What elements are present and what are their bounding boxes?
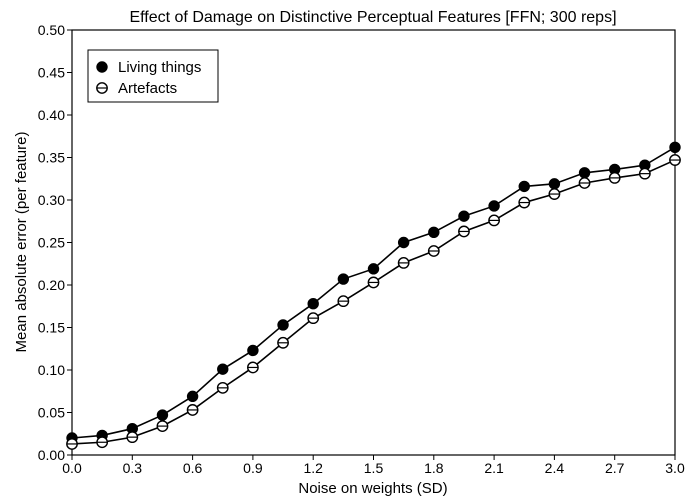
y-tick-label: 0.35 (38, 150, 65, 166)
legend-marker (96, 61, 108, 73)
legend-label: Living things (118, 59, 201, 76)
y-tick-label: 0.30 (38, 192, 65, 208)
y-tick-label: 0.00 (38, 447, 65, 463)
data-point (548, 178, 561, 190)
data-point (669, 141, 681, 154)
y-axis-label: Mean absolute error (per feature) (13, 132, 30, 353)
legend: Living things Artefacts (87, 49, 219, 103)
y-tick-label: 0.50 (38, 22, 65, 38)
y-tick-label: 0.20 (38, 277, 65, 293)
data-point (578, 167, 591, 179)
y-tick-label: 0.05 (38, 405, 65, 421)
x-tick-label: 0.9 (243, 460, 263, 476)
data-point (367, 263, 380, 275)
x-tick-label: 0.0 (62, 460, 82, 476)
series-line (71, 146, 676, 439)
x-tick-label: 1.5 (364, 460, 384, 476)
x-tick-label: 1.2 (303, 460, 323, 476)
legend-label: Artefacts (118, 80, 177, 97)
data-point (247, 344, 259, 357)
data-point (217, 363, 229, 375)
data-point (397, 236, 410, 249)
data-point (307, 298, 319, 310)
chart-title: Effect of Damage on Distinctive Perceptu… (129, 9, 616, 26)
data-point (156, 409, 169, 421)
y-tick-label: 0.40 (38, 107, 65, 123)
data-point (277, 319, 289, 331)
x-tick-label: 3.0 (665, 460, 685, 476)
x-axis-label: Noise on weights (SD) (298, 480, 447, 497)
x-tick-label: 0.6 (183, 460, 203, 476)
series-artefacts (66, 154, 681, 450)
data-point (458, 210, 470, 222)
series-line (71, 159, 676, 445)
x-tick-label: 2.7 (605, 460, 625, 476)
y-tick-label: 0.10 (38, 362, 65, 378)
data-point (337, 273, 350, 285)
y-tick-label: 0.15 (38, 320, 65, 336)
data-point (428, 226, 440, 239)
data-point (488, 200, 500, 212)
data-point (186, 390, 199, 403)
y-tick-label: 0.45 (38, 65, 65, 81)
x-tick-label: 1.8 (424, 460, 444, 476)
x-tick-label: 2.4 (545, 460, 565, 476)
x-tick-label: 2.1 (484, 460, 504, 476)
x-tick-label: 0.3 (123, 460, 143, 476)
series-living-things (66, 141, 681, 444)
axes: 0.0 0.3 0.6 0.9 1.2 1.5 1.8 2.1 2.4 2.7 3.0 0.00 0.0… (38, 22, 685, 476)
legend-box (87, 49, 219, 103)
data-point (518, 180, 530, 193)
series-layer (66, 141, 681, 450)
y-tick-label: 0.25 (38, 235, 65, 251)
